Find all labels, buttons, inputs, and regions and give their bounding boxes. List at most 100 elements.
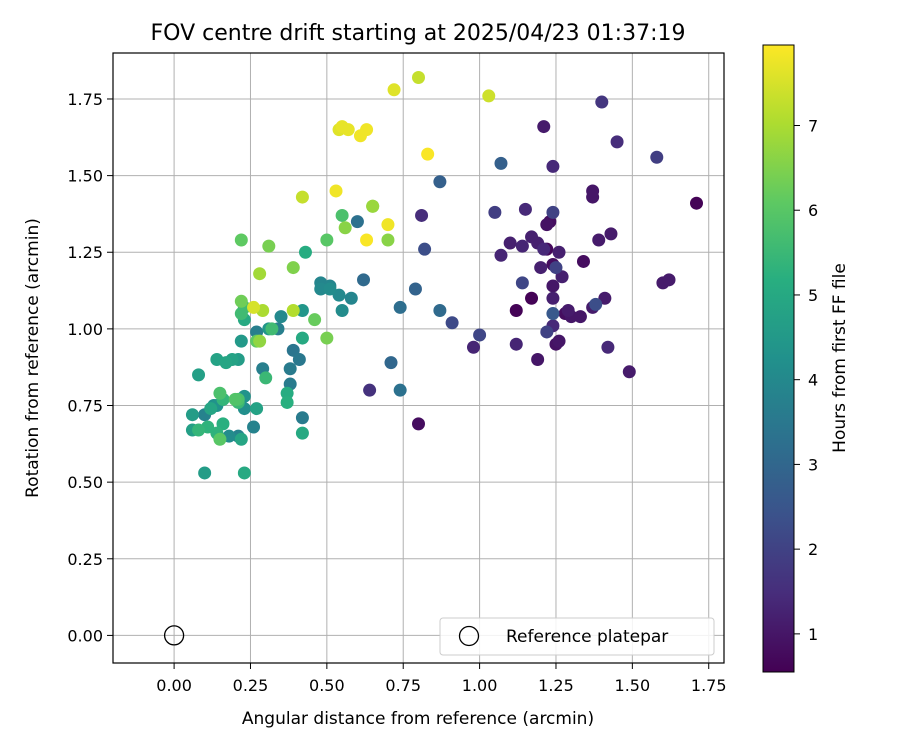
data-point [234, 334, 248, 348]
data-point [234, 294, 248, 308]
data-point [433, 175, 447, 189]
data-point [412, 71, 425, 85]
data-point [308, 313, 322, 327]
data-point [350, 215, 364, 229]
data-point [433, 303, 447, 317]
data-point [546, 291, 560, 305]
data-point [247, 300, 261, 314]
data-point [204, 402, 218, 416]
data-point [323, 282, 337, 296]
data-point [540, 325, 554, 339]
data-point [341, 123, 355, 137]
y-tick-label: 0.25 [67, 550, 103, 569]
data-point [604, 227, 618, 241]
plot-frame [112, 52, 725, 664]
data-point [549, 261, 563, 275]
data-point [286, 303, 300, 317]
x-axis-ticks: 0.00 0.25 0.50 0.75 1.00 1.25 1.50 1.75 [156, 663, 727, 695]
data-point [338, 221, 352, 235]
data-point [531, 353, 545, 367]
data-point [690, 196, 704, 210]
data-point [525, 291, 539, 305]
colorbar-tick-label: 6 [808, 201, 818, 220]
x-tick-label: 1.00 [462, 676, 498, 695]
data-point [253, 334, 267, 348]
x-tick-label: 0.25 [233, 676, 269, 695]
data-point [494, 248, 508, 262]
x-tick-label: 0.75 [385, 676, 421, 695]
data-point [589, 297, 603, 311]
data-point [622, 365, 636, 379]
data-point [445, 316, 459, 330]
data-point [503, 236, 517, 250]
data-point [274, 310, 288, 324]
data-point [415, 208, 429, 222]
data-point [598, 291, 612, 305]
x-tick-label: 0.00 [156, 676, 192, 695]
y-tick-label: 1.50 [67, 167, 103, 186]
data-point [213, 432, 227, 446]
data-point [185, 408, 199, 422]
colorbar-gradient [762, 44, 795, 673]
data-point [412, 417, 425, 431]
data-point [228, 392, 242, 406]
data-point [650, 150, 664, 164]
data-point [610, 135, 624, 149]
data-point [393, 300, 407, 314]
x-tick-label: 1.75 [691, 676, 727, 695]
grid [113, 53, 724, 663]
data-point [381, 233, 395, 247]
data-point [601, 340, 615, 354]
legend-marker-icon [458, 625, 480, 647]
data-point [329, 184, 343, 198]
data-point [295, 331, 309, 345]
data-point [320, 233, 334, 247]
x-tick-label: 1.25 [538, 676, 574, 695]
data-point [573, 310, 587, 324]
reference-marker-group [163, 625, 185, 646]
data-point [234, 233, 248, 247]
data-point [408, 282, 422, 296]
data-point [292, 353, 306, 367]
colorbar-tick-label: 4 [808, 371, 818, 390]
colorbar-tick-label: 7 [808, 116, 818, 135]
data-point [537, 242, 551, 256]
colorbar-tick-label: 3 [808, 455, 818, 474]
data-point [332, 288, 346, 302]
data-point [344, 291, 358, 305]
data-point [381, 218, 395, 232]
x-tick-label: 0.50 [309, 676, 345, 695]
data-point [283, 362, 297, 376]
x-axis-label: Angular distance from reference (arcmin) [242, 709, 594, 729]
data-point [576, 254, 590, 268]
data-point [335, 303, 349, 317]
data-point [262, 239, 276, 253]
colorbar-label: Hours from first FF file [830, 263, 850, 453]
colorbar-ticks: 1 2 3 4 5 6 7 [794, 116, 818, 644]
colorbar-tick-label: 1 [808, 625, 818, 644]
data-point [320, 331, 334, 345]
data-point [216, 417, 230, 431]
data-point [192, 423, 206, 437]
data-point [363, 383, 377, 397]
data-point [592, 233, 606, 247]
y-tick-label: 1.75 [67, 90, 103, 109]
data-point [540, 218, 554, 232]
data-point [265, 322, 279, 336]
data-point [295, 303, 309, 317]
data-point [213, 386, 227, 400]
y-axis-ticks: 0.00 0.25 0.50 0.75 1.00 1.25 1.50 1.75 [67, 90, 113, 645]
data-point [418, 242, 432, 256]
data-point [234, 307, 248, 321]
data-point [259, 371, 273, 385]
data-point [295, 411, 309, 425]
data-point [515, 276, 529, 290]
data-point [234, 432, 248, 446]
data-point [421, 147, 435, 161]
data-point [515, 239, 529, 253]
data-point [509, 303, 523, 317]
data-point [295, 426, 309, 440]
legend-label: Reference platepar [506, 627, 668, 647]
data-point [466, 340, 480, 354]
